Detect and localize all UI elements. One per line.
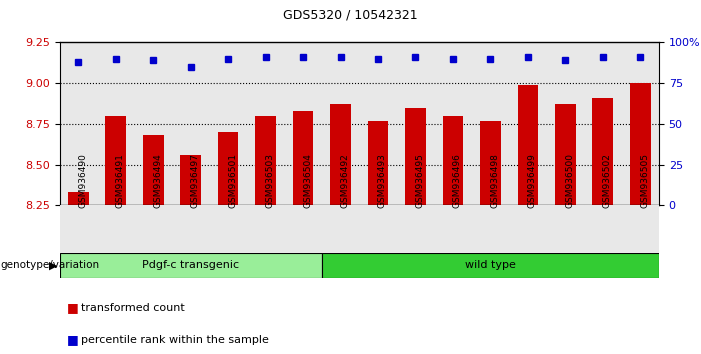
Text: wild type: wild type: [465, 261, 516, 270]
Bar: [285, 205, 322, 253]
Bar: [584, 205, 622, 253]
Text: GSM936493: GSM936493: [378, 153, 387, 208]
Text: ■: ■: [67, 333, 79, 346]
Bar: [472, 42, 509, 205]
Bar: [480, 121, 501, 205]
Text: GDS5320 / 10542321: GDS5320 / 10542321: [283, 9, 418, 22]
Bar: [255, 116, 276, 205]
Bar: [135, 205, 172, 253]
Bar: [68, 192, 88, 205]
Bar: [434, 42, 472, 205]
Bar: [547, 42, 584, 205]
Bar: [172, 42, 210, 205]
Text: genotype/variation: genotype/variation: [1, 261, 100, 270]
Bar: [584, 42, 622, 205]
Text: GSM936498: GSM936498: [491, 153, 499, 208]
Text: ▶: ▶: [49, 261, 57, 270]
Text: GSM936502: GSM936502: [603, 153, 612, 208]
Bar: [509, 205, 547, 253]
Text: GSM936496: GSM936496: [453, 153, 462, 208]
Bar: [442, 116, 463, 205]
Bar: [293, 111, 313, 205]
Text: Pdgf-c transgenic: Pdgf-c transgenic: [142, 261, 239, 270]
Bar: [397, 42, 434, 205]
Bar: [247, 205, 285, 253]
Bar: [547, 205, 584, 253]
Text: GSM936500: GSM936500: [565, 153, 574, 208]
Bar: [434, 205, 472, 253]
Bar: [509, 42, 547, 205]
Bar: [60, 253, 322, 278]
Bar: [630, 83, 651, 205]
Bar: [135, 42, 172, 205]
Bar: [368, 121, 388, 205]
Bar: [622, 205, 659, 253]
Bar: [555, 104, 576, 205]
Text: GSM936503: GSM936503: [266, 153, 275, 208]
Text: GSM936504: GSM936504: [303, 153, 312, 208]
Text: GSM936501: GSM936501: [228, 153, 237, 208]
Bar: [622, 42, 659, 205]
Text: GSM936495: GSM936495: [416, 153, 424, 208]
Bar: [172, 205, 210, 253]
Bar: [105, 116, 126, 205]
Bar: [359, 205, 397, 253]
Bar: [97, 42, 135, 205]
Bar: [330, 104, 350, 205]
Bar: [322, 42, 359, 205]
Bar: [517, 85, 538, 205]
Bar: [60, 205, 97, 253]
Bar: [397, 205, 434, 253]
Bar: [285, 42, 322, 205]
Bar: [218, 132, 238, 205]
Text: GSM936490: GSM936490: [79, 153, 88, 208]
Bar: [60, 42, 97, 205]
Text: GSM936491: GSM936491: [116, 153, 125, 208]
Bar: [592, 98, 613, 205]
Bar: [180, 155, 201, 205]
Bar: [97, 205, 135, 253]
Bar: [210, 42, 247, 205]
Bar: [322, 205, 359, 253]
Bar: [322, 253, 659, 278]
Bar: [405, 108, 426, 205]
Text: GSM936497: GSM936497: [191, 153, 200, 208]
Text: GSM936505: GSM936505: [640, 153, 649, 208]
Bar: [472, 205, 509, 253]
Text: ■: ■: [67, 302, 79, 314]
Bar: [210, 205, 247, 253]
Bar: [143, 135, 163, 205]
Text: GSM936499: GSM936499: [528, 153, 537, 208]
Text: GSM936494: GSM936494: [154, 153, 162, 208]
Text: transformed count: transformed count: [81, 303, 184, 313]
Text: GSM936492: GSM936492: [341, 153, 350, 208]
Text: percentile rank within the sample: percentile rank within the sample: [81, 335, 268, 345]
Bar: [247, 42, 285, 205]
Bar: [359, 42, 397, 205]
